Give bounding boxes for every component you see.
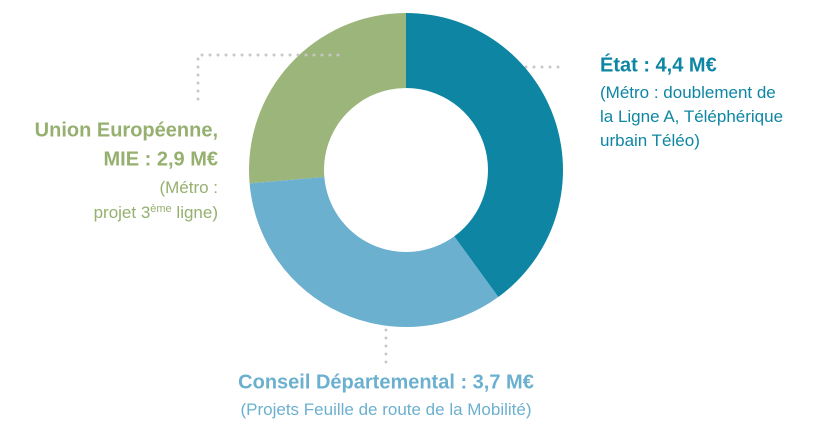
donut-slice: [406, 13, 563, 298]
description-part: urbain Téléo): [600, 131, 700, 150]
description: (Projets Feuille de route de la Mobilité…: [240, 400, 531, 419]
value-label: État : 4,4 M€: [600, 53, 717, 76]
donut-slice: [249, 177, 499, 327]
description: (Métro :: [159, 178, 218, 197]
leader-line: [196, 53, 340, 104]
description-part: projet 3: [94, 203, 151, 222]
description-part: ème: [150, 203, 171, 215]
description-part: ligne): [172, 203, 218, 222]
description: projet 3ème ligne): [94, 203, 218, 223]
value-label: MIE : 2,9 M€: [104, 148, 218, 170]
description-part: (Métro :: [159, 178, 218, 197]
description: urbain Téléo): [600, 131, 700, 150]
description: (Métro : doublement de: [600, 83, 776, 102]
description-part: la Ligne A, Téléphérique: [600, 107, 783, 126]
donut-slice: [249, 13, 406, 184]
description-part: (Projets Feuille de route de la Mobilité…: [240, 400, 531, 419]
value-label: Union Européenne,: [35, 119, 218, 141]
description-part: (Métro : doublement de: [600, 83, 776, 102]
value-label: Conseil Départemental : 3,7 M€: [238, 371, 534, 393]
description: la Ligne A, Téléphérique: [600, 107, 783, 126]
